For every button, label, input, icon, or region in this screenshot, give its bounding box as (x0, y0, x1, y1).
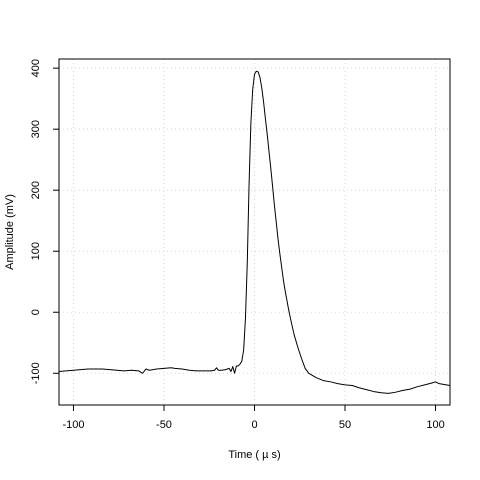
y-axis: -100 0 100 200 300 400 (30, 59, 59, 384)
x-tick-label: 0 (251, 419, 257, 431)
x-axis: -100 -50 0 50 100 (62, 405, 445, 431)
x-tick-label: 50 (339, 419, 351, 431)
y-tick-label: 300 (30, 120, 42, 138)
y-tick-label: 100 (30, 242, 42, 260)
series-line (58, 70, 451, 394)
y-tick-label: 200 (30, 181, 42, 199)
x-tick-label: -100 (62, 419, 84, 431)
series-layer (58, 70, 451, 394)
y-axis-title: Amplitude (mV) (4, 194, 16, 270)
y-tick-label: 400 (30, 59, 42, 77)
x-tick-label: -50 (156, 419, 172, 431)
x-axis-title: Time ( µ s) (228, 449, 280, 461)
y-tick-label: -100 (30, 362, 42, 384)
y-tick-label: 0 (30, 309, 42, 315)
grid (59, 59, 450, 405)
x-tick-label: 100 (426, 419, 444, 431)
